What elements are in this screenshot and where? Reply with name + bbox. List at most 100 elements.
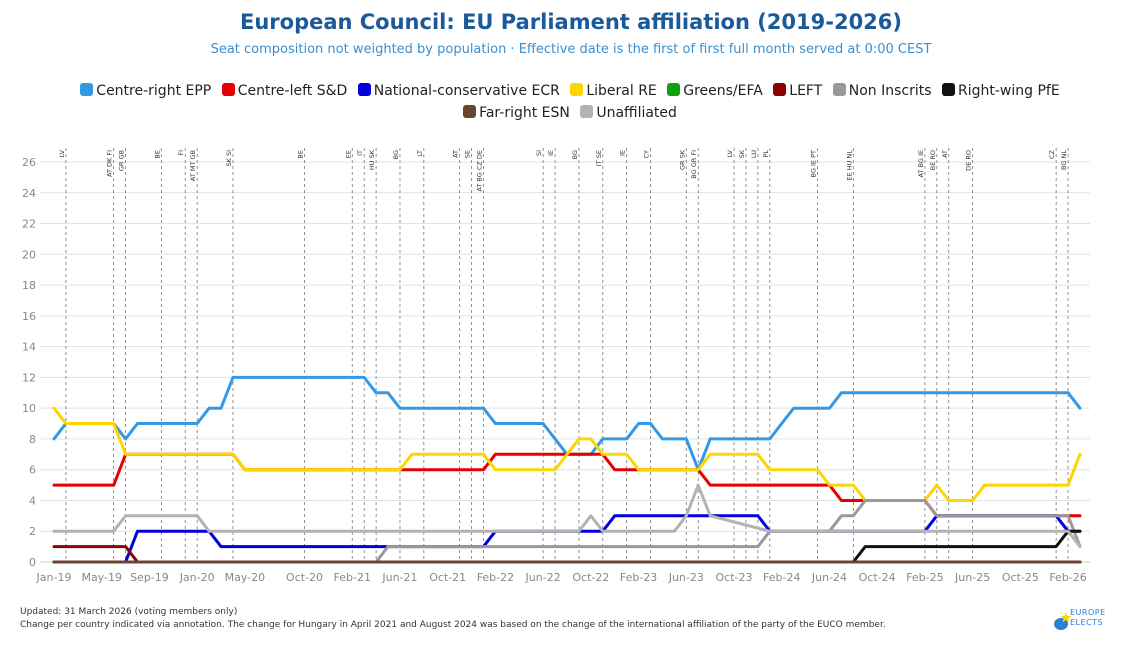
annotation-label: AT BG CZ DE bbox=[475, 150, 483, 192]
annotation-label: LU bbox=[750, 150, 758, 158]
x-tick-label: Oct-24 bbox=[859, 571, 896, 584]
x-tick-label: Feb-22 bbox=[477, 571, 514, 584]
x-tick-label: Sep-19 bbox=[130, 571, 169, 584]
logo-icon bbox=[1054, 612, 1072, 630]
annotation-label: BE RO bbox=[929, 150, 937, 170]
legend-label: National-conservative ECR bbox=[373, 83, 560, 99]
annotation-label: AT bbox=[452, 150, 460, 158]
legend-label: Centre-right EPP bbox=[96, 83, 212, 99]
y-tick-label: 0 bbox=[29, 556, 36, 569]
annotation-label: SE bbox=[464, 150, 472, 158]
y-tick-label: 24 bbox=[22, 187, 36, 200]
annotation-label: EE bbox=[344, 150, 352, 158]
x-tick-label: Oct-23 bbox=[716, 571, 753, 584]
annotation-label: BE bbox=[153, 150, 161, 159]
x-tick-label: Feb-23 bbox=[620, 571, 657, 584]
legend-swatch bbox=[773, 83, 787, 96]
x-tick-label: Jun-21 bbox=[381, 571, 417, 584]
annotation-label: IE bbox=[619, 150, 627, 156]
legend-label: Liberal RE bbox=[586, 83, 657, 99]
series-line bbox=[52, 483, 1082, 549]
europe-elects-logo: EUROPE ELECTS bbox=[1052, 608, 1122, 636]
x-tick-label: Jun-24 bbox=[811, 571, 847, 584]
y-tick-label: 14 bbox=[22, 341, 36, 354]
x-tick-label: Jan-20 bbox=[179, 571, 215, 584]
x-tick-label: Jun-25 bbox=[954, 571, 990, 584]
annotation-label: AT DK FI bbox=[106, 150, 114, 177]
y-tick-label: 10 bbox=[22, 402, 36, 415]
legend-item: Centre-right EPP bbox=[80, 80, 211, 102]
y-tick-label: 26 bbox=[22, 156, 36, 169]
y-tick-label: 2 bbox=[29, 525, 36, 538]
x-tick-label: Jun-23 bbox=[668, 571, 704, 584]
legend-swatch bbox=[580, 105, 594, 118]
annotation-label: GR GB bbox=[118, 150, 126, 171]
annotation-label: FI bbox=[177, 150, 185, 156]
legend-item: Liberal RE bbox=[570, 80, 657, 102]
legend-swatch bbox=[80, 83, 94, 96]
legend-label: LEFT bbox=[789, 83, 823, 99]
legend-swatch bbox=[357, 83, 371, 96]
annotation-label: BG GR FI bbox=[690, 150, 698, 179]
x-tick-label: Jan-19 bbox=[36, 571, 72, 584]
annotation-label: HU SK bbox=[368, 149, 376, 170]
y-tick-label: 22 bbox=[22, 218, 36, 231]
legend-swatch bbox=[221, 83, 235, 96]
annotation-label: SI bbox=[535, 150, 543, 156]
annotation-label: CZ bbox=[1048, 149, 1056, 159]
annotation-label: BG IE PT bbox=[810, 150, 818, 177]
legend-swatch bbox=[463, 105, 477, 118]
x-tick-label: Oct-22 bbox=[572, 571, 609, 584]
y-tick-label: 12 bbox=[22, 371, 36, 384]
legend-swatch bbox=[570, 83, 584, 96]
annotation-label: BE bbox=[297, 150, 305, 159]
series-line bbox=[52, 545, 1082, 564]
y-tick-label: 20 bbox=[22, 248, 36, 261]
annotation-label: AT MT GB bbox=[189, 150, 197, 181]
legend-swatch bbox=[667, 83, 681, 96]
legend-label: Right-wing PfE bbox=[958, 83, 1060, 99]
legend-item: Far-right ESN bbox=[463, 102, 570, 124]
annotation-label: DE RO bbox=[965, 150, 973, 171]
legend-label: Centre-left S&D bbox=[237, 83, 348, 99]
series-line bbox=[52, 499, 1082, 564]
chart-legend: Centre-right EPP Centre-left S&D Nationa… bbox=[20, 80, 1120, 124]
annotation-label: IT SE bbox=[595, 150, 603, 166]
annotation-label: AT bbox=[941, 150, 949, 158]
legend-swatch bbox=[942, 83, 955, 96]
legend-item: Greens/EFA bbox=[667, 80, 763, 102]
y-tick-label: 4 bbox=[29, 494, 36, 507]
y-tick-label: 8 bbox=[29, 433, 36, 446]
annotation-label: SK bbox=[738, 149, 746, 158]
x-tick-label: Jun-22 bbox=[525, 571, 561, 584]
legend-item: Unaffiliated bbox=[580, 102, 677, 124]
legend-item: Non Inscrits bbox=[832, 80, 932, 102]
series-line bbox=[52, 514, 1082, 564]
series-line bbox=[52, 452, 1082, 518]
annotation-label: LT bbox=[416, 150, 424, 157]
y-tick-label: 16 bbox=[22, 310, 36, 323]
y-tick-label: 6 bbox=[29, 464, 36, 477]
footer-note: Change per country indicated via annotat… bbox=[20, 620, 886, 630]
x-tick-label: Feb-25 bbox=[906, 571, 943, 584]
legend-item: National-conservative ECR bbox=[357, 80, 560, 102]
legend-label: Far-right ESN bbox=[479, 105, 570, 121]
legend-label: Non Inscrits bbox=[848, 83, 932, 99]
logo-text: EUROPE ELECTS bbox=[1070, 608, 1106, 627]
annotation-label: SK SI bbox=[225, 150, 233, 167]
annotation-label: AT BG IE bbox=[917, 150, 925, 177]
annotation-label: BG NL bbox=[1060, 150, 1068, 170]
legend-label: Greens/EFA bbox=[683, 83, 763, 99]
annotation-label: BG bbox=[392, 150, 400, 159]
x-tick-label: Oct-21 bbox=[429, 571, 466, 584]
annotation-label: PL bbox=[762, 150, 770, 158]
annotation-label: GR SK bbox=[678, 149, 686, 170]
y-tick-label: 18 bbox=[22, 279, 36, 292]
series-line bbox=[52, 406, 1082, 502]
legend-item: Right-wing PfE bbox=[942, 80, 1060, 102]
chart-title: European Council: EU Parliament affiliat… bbox=[239, 10, 903, 34]
annotation-label: LV bbox=[726, 149, 734, 157]
legend-item: LEFT bbox=[773, 80, 822, 102]
chart-subtitle: Seat composition not weighted by populat… bbox=[210, 42, 932, 57]
